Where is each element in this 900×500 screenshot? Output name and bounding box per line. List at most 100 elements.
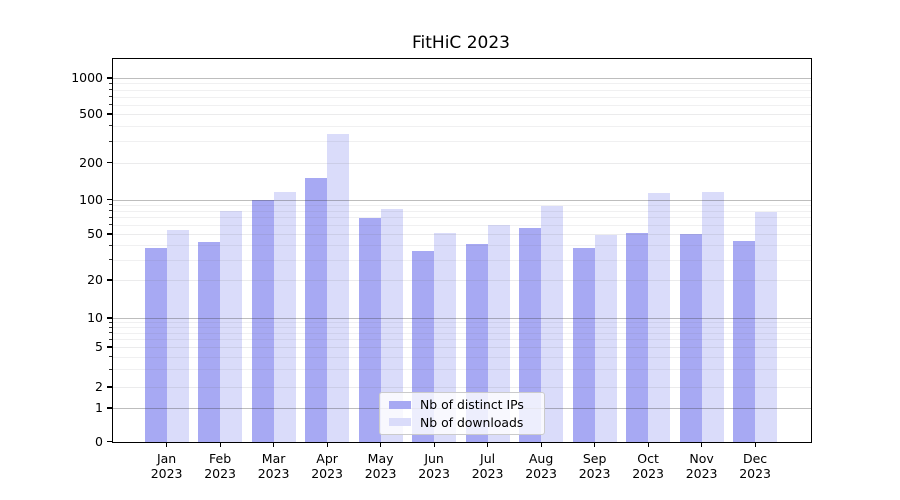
y-axis-tick-label: 20: [87, 272, 103, 287]
legend-item: Nb of distinct IPs: [389, 397, 535, 412]
y-tick-10: [107, 317, 112, 319]
y-tick-500: [107, 113, 112, 115]
bar-ips-aug: [519, 227, 542, 442]
y-axis-tick-label: 50: [87, 226, 103, 241]
legend-label: Nb of distinct IPs: [420, 397, 524, 413]
legend: Nb of distinct IPs Nb of downloads: [379, 392, 545, 435]
y-tick-1: [107, 407, 112, 409]
y-axis-tick-label: 5: [95, 339, 103, 354]
y-axis-tick-label: 1: [95, 400, 103, 415]
minor-gridline-y-300: [113, 141, 811, 143]
x-tick-month: Sep: [582, 451, 607, 466]
x-tick-apr: [326, 443, 328, 448]
y-tick-1000: [107, 77, 112, 79]
bar-downloads-nov: [701, 192, 724, 442]
x-axis-tick-label: Jul 2023: [457, 451, 519, 481]
x-tick-month: Jun: [424, 451, 444, 466]
minor-gridline-y-90: [113, 204, 811, 206]
x-axis-tick-label: Feb 2023: [189, 451, 251, 481]
x-tick-month: Mar: [261, 451, 286, 466]
x-tick-month: Oct: [637, 451, 659, 466]
minor-gridline-y-4: [113, 356, 811, 358]
bar-downloads-sep: [594, 234, 617, 442]
x-tick-year: 2023: [685, 466, 718, 481]
x-tick-year: 2023: [578, 466, 611, 481]
bar-downloads-apr: [327, 134, 350, 442]
x-tick-year: 2023: [311, 466, 343, 481]
x-tick-year: 2023: [739, 466, 771, 481]
x-tick-dec: [754, 443, 756, 448]
y-minor-tick-3: [109, 368, 112, 370]
minor-gridline-y-40: [113, 245, 811, 247]
x-axis-tick-label: Jan 2023: [136, 451, 198, 481]
x-tick-jan: [166, 443, 168, 448]
x-tick-aug: [540, 443, 542, 448]
bar-downloads-dec: [755, 211, 778, 442]
x-axis-tick-label: Sep 2023: [564, 451, 626, 481]
x-tick-year: 2023: [632, 466, 664, 481]
y-minor-tick-7: [109, 332, 112, 334]
y-tick-0: [107, 440, 112, 443]
x-tick-mar: [273, 443, 275, 448]
gridline-y-20: [113, 280, 811, 281]
gridline-y-500: [113, 114, 811, 115]
x-tick-year: 2023: [525, 466, 557, 481]
y-minor-tick-30: [109, 259, 112, 261]
bar-ips-oct: [626, 232, 649, 442]
bar-ips-sep: [572, 248, 595, 442]
y-minor-tick-90: [109, 204, 112, 206]
minor-gridline-y-80: [113, 210, 811, 212]
legend-swatch: [389, 418, 411, 427]
x-tick-year: 2023: [204, 466, 236, 481]
y-minor-tick-9: [109, 321, 112, 323]
y-axis-tick-label: 0: [95, 433, 103, 449]
bar-ips-feb: [198, 242, 221, 442]
x-tick-month: Aug: [528, 451, 554, 466]
y-tick-100: [107, 198, 112, 201]
y-minor-tick-800: [109, 89, 112, 91]
bar-ips-mar: [251, 200, 274, 442]
y-axis-tick-label: 200: [79, 154, 103, 170]
x-axis-tick-label: Mar 2023: [243, 451, 305, 481]
x-tick-month: Nov: [689, 451, 714, 466]
minor-gridline-y-600: [113, 104, 811, 106]
legend-label: Nb of downloads: [420, 414, 524, 430]
gridline-y-1000: [113, 78, 811, 80]
bar-ips-nov: [679, 233, 702, 442]
x-tick-month: Dec: [742, 451, 768, 466]
bar-downloads-mar: [273, 191, 296, 442]
x-tick-nov: [701, 443, 703, 448]
x-tick-oct: [647, 443, 649, 448]
minor-gridline-y-6: [113, 339, 811, 341]
x-tick-month: Apr: [316, 451, 338, 466]
gridline-y-50: [113, 234, 811, 235]
y-minor-tick-400: [109, 125, 112, 127]
minor-gridline-y-7: [113, 332, 811, 334]
legend-swatch: [389, 400, 411, 409]
x-tick-year: 2023: [418, 466, 450, 481]
x-tick-may: [380, 443, 382, 448]
y-tick-200: [107, 161, 112, 164]
x-tick-month: May: [367, 451, 394, 466]
axes-layer: 0 1 2 5 10 20 50 100 200 500 1000 Jan 2023 Feb 2023 Mar…: [71, 59, 811, 481]
gridline-y-2: [113, 387, 811, 388]
minor-gridline-y-400: [113, 125, 811, 127]
bar-downloads-may: [380, 208, 403, 442]
minor-gridline-y-30: [113, 259, 811, 261]
bar-ips-jan: [144, 248, 167, 442]
x-axis-tick-label: Nov 2023: [671, 451, 733, 481]
minor-gridline-y-70: [113, 217, 811, 219]
x-axis-tick-label: Aug 2023: [510, 451, 572, 481]
minor-gridline-y-60: [113, 224, 811, 226]
y-minor-tick-60: [109, 224, 112, 226]
x-axis-tick-label: Oct 2023: [617, 451, 679, 481]
y-axis-tick-label: 500: [79, 106, 103, 121]
y-minor-tick-300: [109, 140, 112, 142]
plot-area: 0 1 2 5 10 20 50 100 200 500 1000 Jan 2023 Feb 2023 Mar…: [71, 58, 812, 481]
gridline-y-5: [113, 347, 811, 348]
y-tick-50: [107, 233, 112, 235]
chart-title: FitHiC 2023: [412, 33, 510, 53]
x-tick-year: 2023: [257, 466, 290, 481]
minor-gridline-y-3: [113, 369, 811, 371]
